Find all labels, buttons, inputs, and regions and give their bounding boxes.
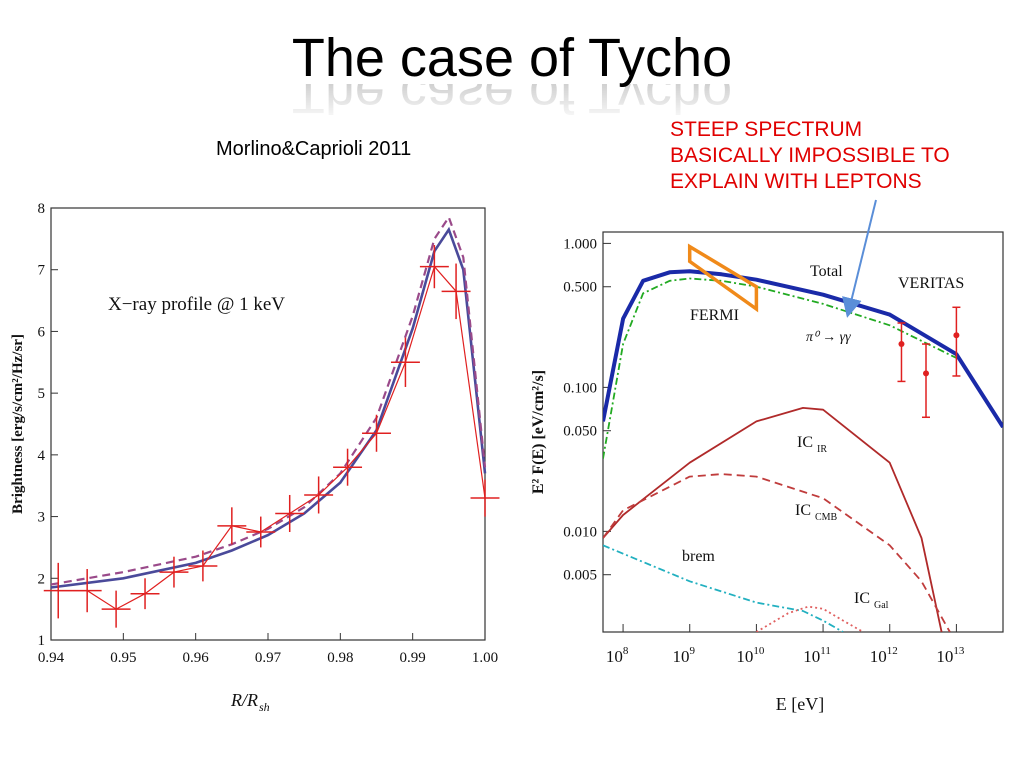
left-x-tick-label: 1.00 [472, 650, 498, 666]
left-x-tick-label: 0.99 [400, 650, 426, 666]
red-annotation: STEEP SPECTRUM BASICALLY IMPOSSIBLE TO E… [670, 117, 950, 195]
right-x-tick-exp: 12 [887, 645, 898, 657]
annotation-line-3: EXPLAIN WITH LEPTONS [670, 170, 922, 193]
label-ic-cmb-sub: CMB [815, 512, 838, 523]
xray-profile-chart: 0.94 0.95 0.96 0.97 0.98 0.99 1.00 1 2 3 4 5 6 7 8 X−r… [10, 201, 500, 714]
right-x-tick-base: 10 [870, 647, 887, 666]
right-x-tick-exp: 9 [689, 645, 695, 657]
right-series-group [603, 269, 1003, 632]
left-y-tick-label: 6 [38, 324, 46, 340]
right-x-tick-label: 1013 [936, 645, 965, 666]
right-axis-ticks: 108 109 1010 1011 1012 10131.0000.5000.1000.0… [563, 236, 965, 666]
left-y-tick-label: 4 [38, 448, 46, 464]
annotation-line-1: STEEP SPECTRUM [670, 118, 863, 141]
left-x-tick-label: 0.94 [38, 650, 65, 666]
left-x-axis-label-sub: sh [259, 700, 270, 714]
left-y-axis-label: Brightness [erg/s/cm²/Hz/sr] [10, 334, 26, 514]
right-x-tick-label: 1011 [803, 645, 831, 666]
right-x-tick-base: 10 [803, 647, 820, 666]
right-x-tick-label: 1012 [870, 645, 898, 666]
left-plot-frame [50, 207, 486, 641]
left-chart-title: X−ray profile @ 1 keV [108, 294, 285, 315]
right-model-curve-1 [603, 277, 957, 459]
right-y-tick-label: 1.000 [563, 236, 597, 252]
right-x-tick-label: 1010 [736, 645, 765, 666]
right-x-tick-exp: 10 [753, 645, 765, 657]
left-y-tick-label: 2 [38, 571, 46, 587]
right-x-axis-label: E [eV] [776, 694, 824, 714]
left-x-tick-label: 0.97 [255, 650, 282, 666]
slide-title: The case of Tycho [291, 28, 733, 88]
right-y-tick-label: 0.100 [563, 380, 597, 396]
veritas-point [953, 332, 960, 339]
right-x-tick-exp: 13 [953, 645, 965, 657]
left-series-group [43, 214, 500, 628]
left-y-tick-label: 1 [38, 633, 46, 649]
right-model-curve-5 [755, 605, 864, 632]
left-x-tick-label: 0.96 [183, 650, 210, 666]
left-y-tick-label: 7 [38, 263, 46, 279]
veritas-point [923, 370, 930, 377]
label-ic-ir: IC [797, 434, 813, 451]
right-x-tick-base: 10 [736, 647, 753, 666]
right-model-curve-3 [603, 473, 951, 632]
annotation-arrow [842, 199, 877, 318]
label-ic-gal-sub: Gal [874, 600, 889, 611]
right-model-curve-4 [603, 544, 844, 632]
left-axis-ticks: 0.94 0.95 0.96 0.97 0.98 0.99 1.00 1 2 3 4 5 6 7 8 [38, 201, 499, 666]
gamma-spectrum-chart: 108 109 1010 1011 1012 10131.0000.5000.1000.0… [530, 231, 1004, 714]
left-y-tick-label: 8 [38, 201, 46, 217]
right-plot-frame [602, 231, 1004, 633]
right-x-tick-base: 10 [672, 647, 689, 666]
annotation-line-2: BASICALLY IMPOSSIBLE TO [670, 144, 950, 167]
right-x-tick-label: 108 [606, 645, 629, 666]
citation: Morlino&Caprioli 2011 [216, 138, 412, 160]
left-model-curve-0 [50, 226, 487, 589]
right-x-tick-exp: 8 [623, 645, 629, 657]
label-ic-cmb: IC [795, 502, 811, 519]
label-veritas: VERITAS [898, 275, 964, 292]
left-x-tick-label: 0.98 [327, 650, 353, 666]
label-fermi: FERMI [690, 307, 739, 324]
label-ic-ir-sub: IR [817, 444, 827, 455]
right-y-tick-label: 0.010 [563, 524, 597, 540]
right-y-tick-label: 0.005 [563, 568, 597, 584]
right-y-axis-label: E² F(E) [eV/cm²/s] [530, 370, 547, 494]
left-y-tick-label: 3 [38, 510, 46, 526]
fermi-bowtie [687, 243, 759, 313]
label-pion-decay: π⁰ → γγ [806, 330, 851, 345]
veritas-point [898, 341, 905, 348]
right-x-tick-exp: 11 [820, 645, 831, 657]
right-y-tick-label: 0.050 [563, 424, 597, 440]
left-y-tick-label: 5 [38, 386, 46, 402]
left-data-connector-line [58, 265, 486, 610]
left-x-tick-label: 0.95 [110, 650, 136, 666]
right-y-tick-label: 0.500 [563, 280, 597, 296]
label-ic-gal: IC [854, 590, 870, 607]
label-total: Total [810, 263, 843, 280]
right-x-tick-base: 10 [936, 647, 953, 666]
label-brem: brem [682, 548, 715, 565]
right-x-tick-label: 109 [672, 645, 695, 666]
left-x-axis-label: R/R [230, 690, 258, 710]
right-model-curve-0 [603, 269, 1003, 429]
right-model-curve-2 [603, 406, 943, 632]
left-model-curve-1 [50, 214, 487, 586]
right-x-tick-base: 10 [606, 647, 623, 666]
